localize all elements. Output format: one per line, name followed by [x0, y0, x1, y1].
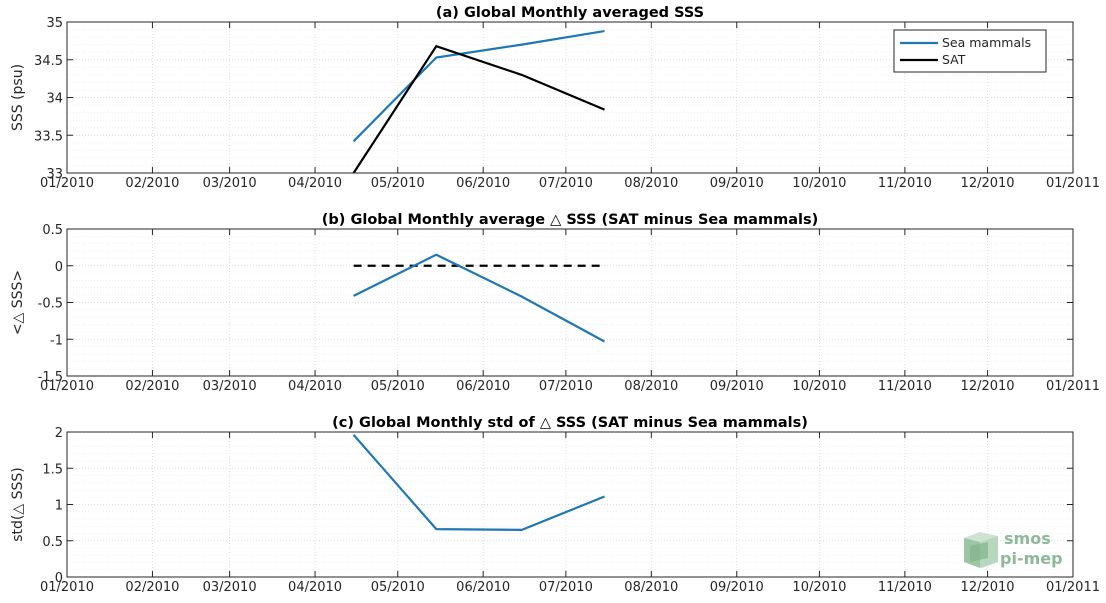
y-tick-label: 34.5: [34, 54, 63, 69]
x-tick-label: 10/2010: [792, 176, 846, 191]
series-line-sat: [352, 44, 605, 173]
x-tick-label: 12/2010: [961, 176, 1015, 191]
x-tick-label: 05/2010: [371, 379, 425, 394]
y-tick-label: 33.5: [34, 129, 63, 144]
x-tick-label: 02/2010: [125, 379, 179, 394]
x-tick-label: 10/2010: [792, 580, 846, 595]
y-tick-label: 0.5: [42, 223, 63, 238]
x-tick-label: 03/2010: [203, 580, 257, 595]
series-line-sea-mammals: [352, 30, 605, 143]
x-tick-label: 04/2010: [288, 176, 342, 191]
x-tick-label: 08/2010: [624, 176, 678, 191]
y-tick-label: 0.5: [42, 535, 63, 550]
chart-title: (c) Global Monthly std of △ SSS (SAT min…: [332, 415, 808, 431]
x-tick-label: 06/2010: [456, 580, 510, 595]
panel-1: 01/2010 02/2010 03/2010 04/2010 05/2010 06/20…: [10, 5, 1100, 191]
x-tick-label: 08/2010: [624, 580, 678, 595]
y-tick-label: -1: [50, 333, 63, 348]
x-tick-label: 01/2011: [1046, 176, 1100, 191]
x-tick-label: 09/2010: [710, 176, 764, 191]
x-tick-label: 01/2010: [40, 379, 94, 394]
x-tick-label: 01/2011: [1046, 580, 1100, 595]
x-tick-label: 10/2010: [792, 379, 846, 394]
logo-cube-icon: [964, 532, 998, 568]
x-tick-label: 11/2010: [878, 176, 932, 191]
series-line-series-1: [352, 434, 605, 532]
y-tick-label: 0: [55, 260, 63, 275]
y-tick-label: 0: [55, 571, 63, 586]
y-axis-label: std(△ SSS): [10, 467, 26, 541]
x-tick-label: 09/2010: [710, 580, 764, 595]
logo-text-pi-mep: pi-mep: [1000, 549, 1063, 568]
y-tick-label: -1.5: [38, 370, 63, 385]
y-tick-label: 33: [46, 167, 63, 182]
x-tick-label: 02/2010: [125, 580, 179, 595]
x-tick-label: 02/2010: [125, 176, 179, 191]
series-line-series-1: [353, 253, 606, 343]
legend-box: [893, 29, 1047, 73]
x-tick-label: 11/2010: [878, 379, 932, 394]
x-tick-label: 06/2010: [456, 176, 510, 191]
y-axis-label: <△ SSS>: [10, 270, 26, 335]
x-tick-label: 04/2010: [288, 580, 342, 595]
x-tick-label: 08/2010: [624, 379, 678, 394]
x-tick-label: 12/2010: [961, 580, 1015, 595]
panel-2: 01/2010 02/2010 03/2010 04/2010 05/2010 06/20…: [10, 212, 1100, 394]
chart-title: (b) Global Monthly average △ SSS (SAT mi…: [322, 212, 818, 228]
y-tick-label: 35: [46, 16, 63, 31]
legend-label: SAT: [942, 52, 966, 67]
y-tick-label: 34: [46, 92, 63, 107]
x-tick-label: 12/2010: [961, 379, 1015, 394]
y-tick-label: 2: [55, 426, 63, 441]
x-tick-label: 01/2010: [40, 580, 94, 595]
y-tick-label: 1.5: [42, 462, 63, 477]
x-tick-label: 06/2010: [456, 379, 510, 394]
x-tick-label: 01/2010: [40, 176, 94, 191]
x-tick-label: 05/2010: [371, 580, 425, 595]
x-tick-label: 07/2010: [539, 580, 593, 595]
x-tick-label: 01/2011: [1046, 379, 1100, 394]
y-tick-label: 1: [55, 499, 63, 514]
x-tick-label: 03/2010: [203, 379, 257, 394]
x-tick-label: 03/2010: [203, 176, 257, 191]
x-tick-label: 07/2010: [539, 379, 593, 394]
y-axis-label: SSS (psu): [10, 64, 26, 131]
x-tick-label: 04/2010: [288, 379, 342, 394]
y-tick-label: -0.5: [38, 297, 63, 312]
panel-3: 01/2010 02/2010 03/2010 04/2010 05/2010 06/20…: [10, 415, 1100, 595]
legend-label: Sea mammals: [942, 35, 1031, 50]
x-tick-label: 09/2010: [710, 379, 764, 394]
legend: Sea mammals SAT: [893, 29, 1047, 73]
chart-title: (a) Global Monthly averaged SSS: [436, 5, 704, 21]
x-tick-label: 05/2010: [371, 176, 425, 191]
logo-text-smos: smos: [1004, 529, 1051, 548]
smos-pi-mep-logo: smos pi-mep: [964, 529, 1063, 568]
x-tick-label: 11/2010: [878, 580, 932, 595]
x-tick-label: 07/2010: [539, 176, 593, 191]
